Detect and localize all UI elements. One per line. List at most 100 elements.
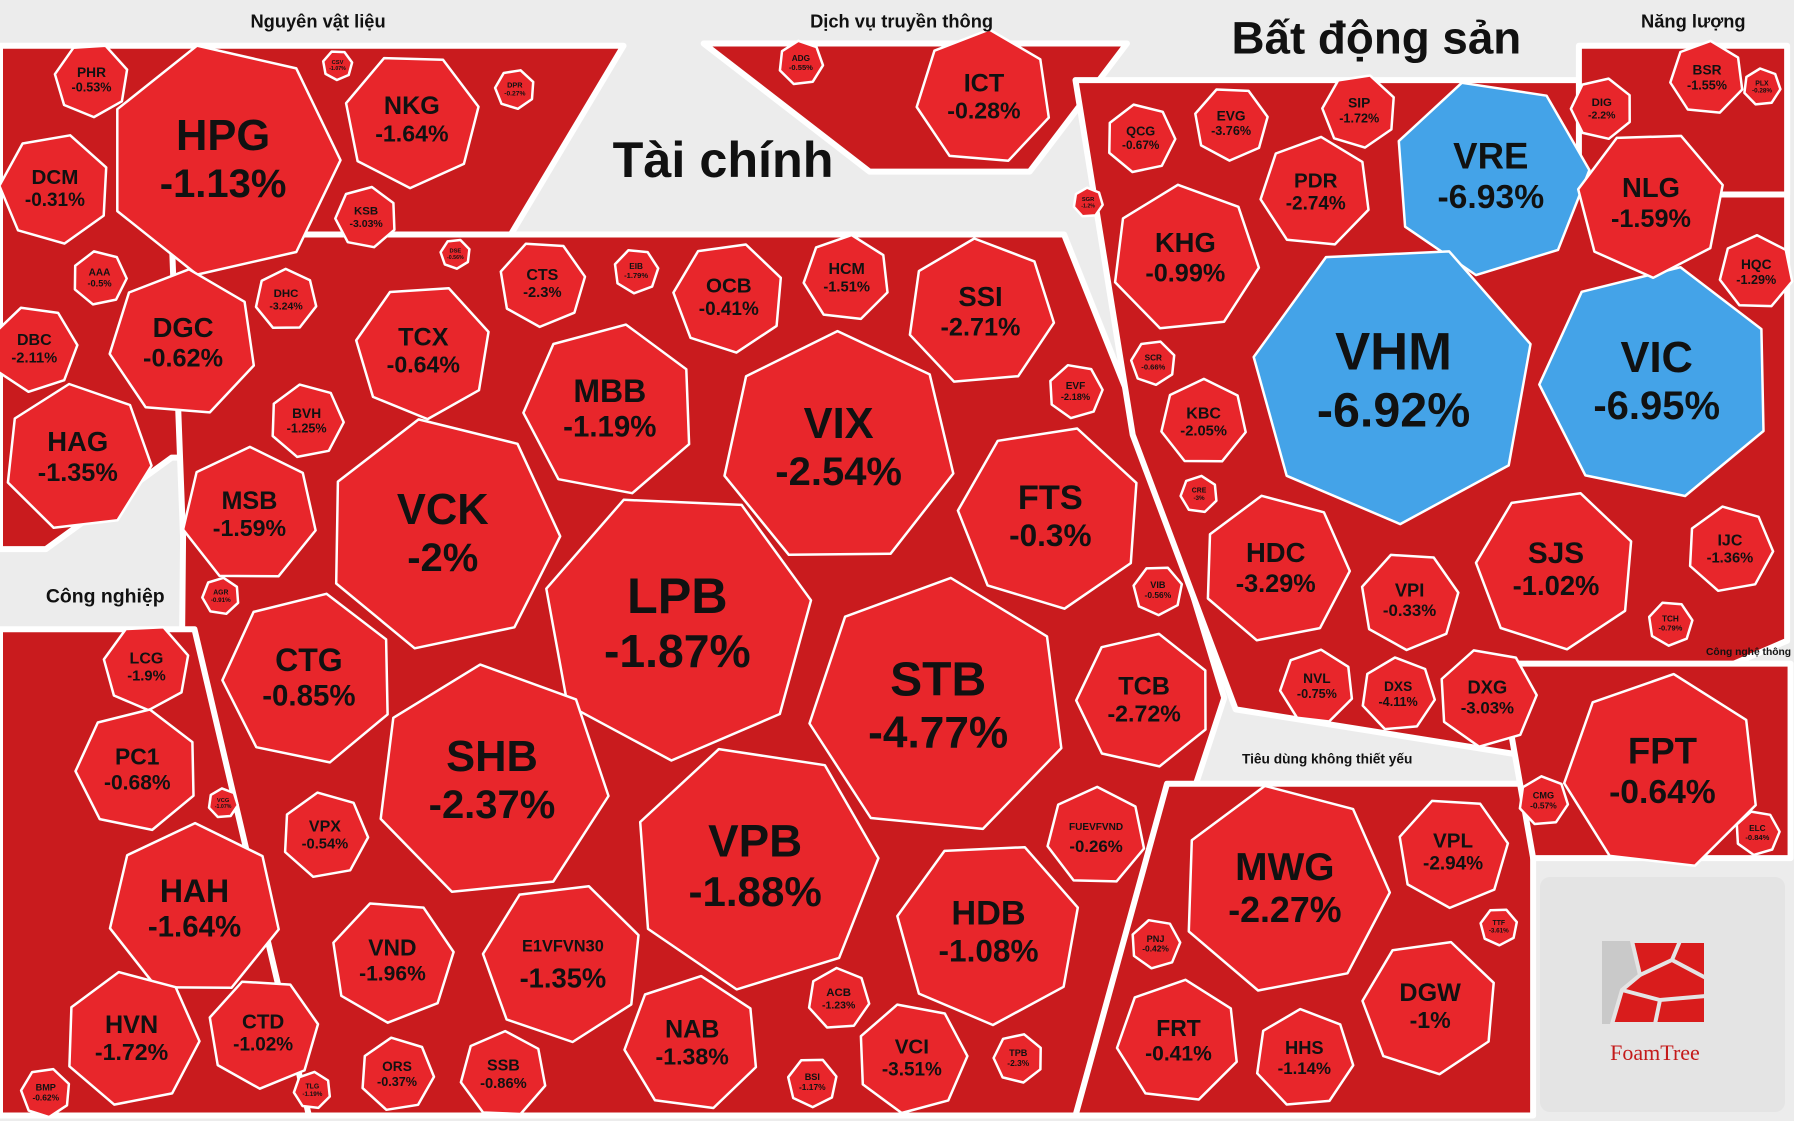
stock-cell (1132, 566, 1184, 617)
stock-cell (499, 242, 587, 329)
stock-change: -1.36% (1707, 551, 1754, 567)
stock-ticker: SIP (1348, 96, 1370, 111)
stock-ticker: HCM (828, 261, 864, 278)
stock-ticker: ORS (382, 1059, 412, 1074)
stock-ticker: SSB (487, 1058, 520, 1075)
stock-change: -3.29% (1236, 570, 1316, 598)
stock-ticker: HPG (176, 112, 270, 160)
stock-ticker: FRT (1156, 1015, 1200, 1041)
stock-change: -3.61% (1489, 928, 1509, 935)
stock-ticker: PC1 (115, 744, 160, 770)
stock-change: -0.64% (387, 351, 460, 377)
stock-ticker: STB (890, 654, 986, 707)
stock-change: -3.51% (882, 1060, 942, 1081)
stock-cell (1397, 81, 1591, 277)
stock-cell (613, 249, 660, 295)
stock-ticker: VCK (397, 486, 489, 534)
stock-change: -1.72% (95, 1039, 168, 1065)
stock-cell (1187, 784, 1392, 992)
stock-cell (1360, 553, 1460, 652)
stock-ticker: NVL (1303, 671, 1330, 686)
stock-cell (354, 287, 490, 421)
stock-change: -0.41% (699, 299, 759, 320)
stock-ticker: PNJ (1147, 934, 1165, 944)
group-label: Tiêu dùng không thiết yếu (1242, 751, 1412, 766)
stock-change: -1.59% (213, 515, 286, 541)
stock-ticker: KBC (1186, 405, 1221, 422)
stock-ticker: DIG (1592, 97, 1612, 109)
stock-change: -0.66% (1141, 363, 1165, 372)
stock-ticker: ACB (826, 987, 851, 999)
stock-ticker: NLG (1622, 172, 1680, 203)
stock-cell (1398, 799, 1510, 910)
stock-change: -0.54% (302, 837, 349, 853)
stock-cell (379, 663, 610, 894)
stock-cell (1259, 135, 1370, 246)
stock-change: -1.88% (688, 868, 821, 915)
stock-cell (672, 243, 783, 354)
stock-cell (459, 1029, 547, 1116)
stock-cell (439, 238, 471, 270)
stock-ticker: MWG (1235, 846, 1334, 889)
stock-change: -0.85% (262, 679, 355, 712)
stock-ticker: TPB (1009, 1048, 1028, 1058)
stock-ticker: IJC (1717, 532, 1742, 549)
stock-cell (1576, 134, 1724, 280)
stock-change: -0.55% (789, 63, 813, 72)
stock-ticker: VPL (1433, 830, 1473, 853)
stock-change: -3.03% (349, 218, 383, 230)
stock-cell (292, 1070, 332, 1110)
stock-ticker: DXG (1468, 677, 1508, 698)
stock-cell (1115, 978, 1238, 1101)
stock-change: -0.62% (143, 344, 223, 372)
stock-cell (481, 884, 640, 1044)
stock-ticker: HAG (47, 426, 108, 457)
stock-cell (723, 329, 955, 557)
stock-change: -1.23% (822, 999, 856, 1011)
stock-ticker: DGW (1399, 979, 1461, 1007)
stock-cell (321, 50, 354, 82)
stock-ticker: CMG (1533, 791, 1554, 801)
stock-change: -1.72% (1339, 112, 1379, 126)
stock-ticker: KHG (1155, 227, 1216, 258)
stock-ticker: EVG (1217, 108, 1246, 123)
stock-cell (522, 323, 691, 495)
stock-change: -2.27% (1228, 890, 1341, 930)
stock-change: -6.93% (1437, 179, 1544, 216)
stock-change: -0.37% (377, 1075, 417, 1089)
stock-cell (68, 970, 201, 1106)
stock-change: -0.91% (211, 597, 231, 604)
stock-change: -3.76% (1211, 124, 1251, 138)
stock-ticker: FTS (1018, 479, 1083, 517)
stock-ticker: TCH (1662, 615, 1679, 624)
stock-cell (1194, 88, 1269, 162)
stock-cell (283, 791, 370, 879)
stock-change: -1.13% (160, 162, 287, 206)
stock-change: -2.54% (775, 450, 902, 494)
logo: FoamTree (1540, 877, 1785, 1112)
stock-change: -2.72% (1107, 700, 1180, 726)
stock-change: -2.71% (941, 313, 1021, 341)
stock-cell (992, 1033, 1042, 1084)
stock-ticker: DBC (17, 332, 52, 349)
stock-change: -2.18% (1061, 392, 1090, 402)
stock-cell (1113, 183, 1261, 330)
stock-change: -0.33% (1383, 601, 1436, 620)
stock-ticker: NKG (384, 92, 440, 120)
stock-cell (334, 185, 396, 249)
stock-cell (271, 383, 345, 459)
stock-cell (545, 498, 813, 762)
stock-ticker: TCX (398, 323, 449, 351)
stock-ticker: ELC (1749, 824, 1766, 833)
stock-cell (1108, 103, 1177, 174)
stock-change: -0.62% (32, 1092, 59, 1102)
stock-change: -1% (1410, 1007, 1451, 1033)
stock-change: -1.51% (823, 280, 870, 296)
stock-ticker: BSR (1693, 63, 1722, 78)
stock-ticker: CTD (242, 1010, 284, 1033)
stock-change: -2.94% (1423, 854, 1483, 875)
stock-change: -0.56% (447, 255, 464, 261)
stock-change: -1.9% (127, 669, 165, 685)
stock-change: -2.37% (429, 783, 556, 827)
stock-cell (0, 134, 108, 245)
